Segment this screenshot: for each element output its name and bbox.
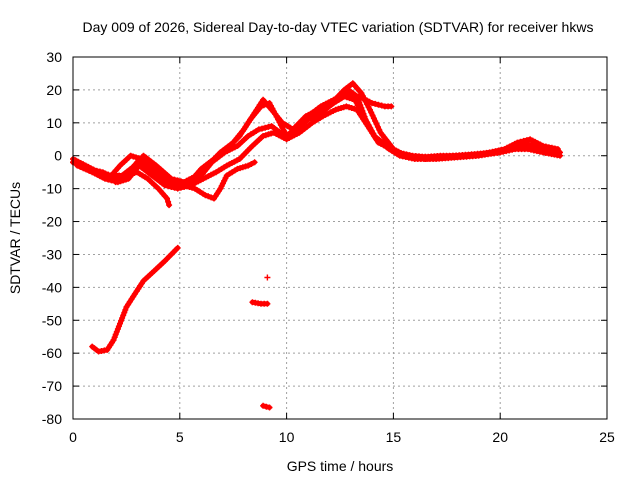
data-point bbox=[266, 404, 273, 411]
data-point bbox=[165, 198, 172, 205]
y-tick-label: -20 bbox=[42, 214, 62, 230]
plot-frame bbox=[72, 56, 608, 420]
y-tick-label: 20 bbox=[46, 82, 62, 98]
series-t6 bbox=[181, 159, 258, 202]
series-t11 bbox=[294, 90, 395, 130]
data-point bbox=[113, 328, 120, 335]
x-axis-label: GPS time / hours bbox=[287, 458, 394, 474]
data-point bbox=[131, 170, 138, 176]
grid bbox=[73, 57, 607, 419]
data-point bbox=[208, 194, 215, 201]
y-tick-label: -30 bbox=[42, 246, 62, 262]
data-point bbox=[202, 192, 209, 199]
data-point bbox=[165, 183, 172, 190]
x-tick-label: 10 bbox=[279, 429, 295, 445]
data-point bbox=[166, 202, 173, 209]
series-t10 bbox=[260, 402, 273, 411]
chart-title: Day 009 of 2026, Sidereal Day-to-day VTE… bbox=[83, 19, 594, 35]
y-tick-label: -60 bbox=[42, 345, 62, 361]
data-point bbox=[369, 100, 375, 107]
data-point bbox=[171, 176, 178, 183]
data-point bbox=[111, 334, 118, 341]
x-tick-label: 15 bbox=[386, 429, 402, 445]
y-tick-label: 0 bbox=[54, 148, 62, 164]
data-point bbox=[248, 161, 255, 167]
data-point bbox=[245, 162, 252, 169]
data-point bbox=[117, 320, 123, 327]
data-point bbox=[263, 403, 270, 410]
data-point bbox=[161, 182, 168, 189]
y-tick-label: -80 bbox=[42, 411, 62, 427]
y-tick-label: -70 bbox=[42, 378, 62, 394]
data-point bbox=[375, 101, 382, 108]
data-point bbox=[264, 274, 271, 281]
series-t4 bbox=[74, 103, 563, 192]
data-point bbox=[74, 162, 81, 169]
data-point bbox=[346, 91, 353, 97]
y-tick-label: 30 bbox=[46, 49, 62, 65]
y-tick-label: 10 bbox=[46, 115, 62, 131]
data-point bbox=[174, 185, 181, 192]
data-point bbox=[372, 100, 379, 107]
data-point bbox=[255, 126, 262, 133]
data-point bbox=[262, 124, 269, 131]
data-point bbox=[174, 244, 181, 251]
x-tick-label: 20 bbox=[492, 429, 508, 445]
data-point bbox=[520, 137, 527, 144]
data-point bbox=[353, 92, 359, 99]
data-point bbox=[343, 90, 350, 97]
y-tick-label: -10 bbox=[42, 181, 62, 197]
data-point bbox=[388, 103, 395, 110]
series-t5 bbox=[112, 169, 173, 209]
data-point bbox=[260, 402, 267, 409]
y-axis-label: SDTVAR / TECUs bbox=[7, 182, 23, 294]
data-point bbox=[557, 152, 563, 159]
y-tick-label: -50 bbox=[42, 312, 62, 328]
data-point bbox=[514, 139, 521, 146]
data-point bbox=[177, 184, 184, 191]
x-tick-label: 25 bbox=[599, 429, 615, 445]
data-point bbox=[102, 175, 108, 182]
data-point bbox=[119, 315, 126, 322]
data-point bbox=[186, 184, 193, 190]
x-tick-label: 0 bbox=[69, 429, 77, 445]
x-tick-label: 5 bbox=[176, 429, 184, 445]
data-point bbox=[259, 125, 265, 132]
data-point bbox=[105, 176, 112, 183]
data-point bbox=[205, 193, 212, 200]
data-point bbox=[265, 123, 272, 130]
data-point bbox=[122, 306, 129, 313]
data-point bbox=[378, 102, 385, 109]
axis-ticks: 0 5 10 15 20 25 30 20 10 0 -10 -20 -30 -40 -50 -60 -70 -8… bbox=[42, 49, 615, 445]
data-series bbox=[70, 80, 563, 411]
series-t9 bbox=[264, 274, 271, 281]
data-point bbox=[554, 146, 561, 153]
data-point bbox=[523, 137, 530, 144]
series-t7 bbox=[89, 244, 181, 355]
data-point bbox=[123, 172, 130, 179]
data-point bbox=[517, 138, 524, 145]
data-point bbox=[349, 91, 356, 98]
data-point bbox=[168, 184, 175, 190]
data-point bbox=[171, 184, 178, 191]
data-point bbox=[164, 195, 170, 202]
series-t8 bbox=[249, 299, 271, 307]
data-point bbox=[108, 177, 115, 184]
data-point bbox=[264, 300, 271, 307]
y-tick-label: -40 bbox=[42, 279, 62, 295]
data-point bbox=[251, 159, 258, 166]
